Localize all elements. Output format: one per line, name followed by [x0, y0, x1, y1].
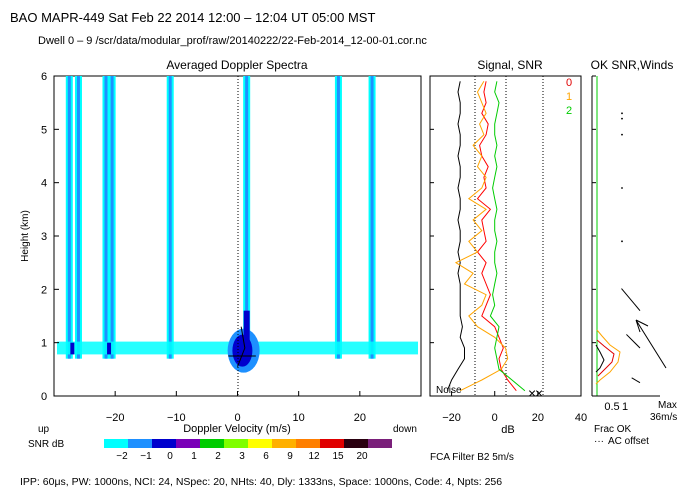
spectra-xtick: 20: [354, 412, 366, 424]
signal-series-2: [489, 81, 526, 392]
colorbar-swatch: [104, 439, 128, 448]
colorbar-swatch: [296, 439, 320, 448]
colorbar-swatch: [200, 439, 224, 448]
signal-xtick: 0: [492, 412, 498, 424]
winds-plot: [591, 75, 667, 397]
height-ylabel: Height (km): [20, 210, 31, 262]
winds-ok-series-0: [596, 339, 615, 377]
mean-velocity-trace: [228, 326, 256, 367]
spectral-band-core: [104, 76, 108, 359]
height-ytick: 0: [41, 391, 47, 403]
wind-barb: [626, 334, 641, 349]
colorbar-tick: 2: [215, 451, 221, 462]
colorbar-swatch: [176, 439, 200, 448]
max-label: Max: [658, 400, 677, 411]
band-blob: [107, 342, 112, 355]
header-dwell: Dwell 0 – 9 /scr/data/modular_prof/raw/2…: [38, 35, 427, 47]
colorbar-swatch: [152, 439, 176, 448]
colorbar-swatch: [368, 439, 392, 448]
legend-2: 2: [566, 105, 572, 117]
winds-ok-series-1: [595, 329, 621, 385]
spectral-band-core: [245, 76, 249, 359]
wind-point: [621, 240, 623, 243]
noise-label: Noise: [436, 385, 462, 396]
colorbar-swatch: [128, 439, 152, 448]
colorbar-tick: −1: [140, 451, 152, 462]
spectral-band-core: [67, 76, 71, 359]
legend-1: 1: [566, 91, 572, 103]
wind-arrow: [635, 319, 667, 369]
signal-xlabel: dB: [501, 424, 514, 436]
header-title: BAO MAPR-449 Sat Feb 22 2014 12:00 – 12:…: [10, 10, 375, 25]
wind-point: [621, 112, 623, 115]
height-ytick: 6: [41, 71, 47, 83]
spectral-band-core: [110, 76, 114, 359]
spectral-band-core: [336, 76, 340, 359]
wind-barb: [631, 377, 641, 384]
spectra-plot: [53, 75, 422, 397]
frac-ok-label: Frac OK: [594, 424, 632, 435]
winds-title: OK SNR,Winds: [591, 58, 674, 72]
colorbar-tick: 12: [308, 451, 320, 462]
winds-ok-noise: [595, 344, 605, 373]
filter-label: FCA Filter B2 5m/s: [430, 452, 514, 463]
spectra-xtick: 0: [234, 412, 240, 424]
colorbar-tick: −2: [116, 451, 128, 462]
signal-xtick: −20: [442, 412, 461, 424]
wind-point: [621, 133, 623, 136]
instrument-params: IPP: 60μs, PW: 1000ns, NCI: 24, NSpec: 2…: [20, 476, 502, 488]
spectra-xtick: −20: [106, 412, 125, 424]
height-ytick: 1: [41, 338, 47, 350]
wind-point: [621, 117, 623, 120]
xlabel-down: down: [393, 424, 417, 435]
ac-offset-dots: ···: [594, 436, 604, 447]
winds-tick-05: 0.5: [604, 401, 619, 413]
height-ytick: 2: [41, 284, 47, 296]
colorbar: −2 −1 0 1 2 3 6 9 12 15 20: [104, 439, 392, 462]
winds-tick-1: 1: [622, 401, 628, 413]
xlabel-up: up: [38, 424, 50, 435]
spectral-band-core: [76, 76, 80, 359]
colorbar-swatch: [224, 439, 248, 448]
spectra-xtick: 10: [293, 412, 305, 424]
marker-x-red: ×: [528, 385, 536, 401]
band-blob: [70, 342, 75, 355]
signal-title: Signal, SNR: [477, 58, 543, 72]
colorbar-swatch: [344, 439, 368, 448]
spectra-xlabel: Doppler Velocity (m/s): [183, 423, 291, 435]
spectra-xtick: −10: [167, 412, 186, 424]
echo-upper: [243, 310, 250, 348]
spectra-title: Averaged Doppler Spectra: [166, 58, 308, 72]
spectral-band-core: [168, 76, 172, 359]
wind-barb: [621, 288, 641, 311]
colorbar-tick: 15: [332, 451, 344, 462]
marker-x-green: ×: [535, 385, 543, 401]
height-ytick: 5: [41, 124, 47, 136]
wind-point: [621, 187, 623, 189]
colorbar-tick: 6: [263, 451, 269, 462]
colorbar-tick: 3: [239, 451, 245, 462]
colorbar-swatch: [248, 439, 272, 448]
height-ytick: 4: [41, 178, 47, 190]
colorbar-swatch: [272, 439, 296, 448]
max-value: 36m/s: [650, 412, 677, 423]
colorbar-swatch: [320, 439, 344, 448]
signal-series-0: [476, 81, 517, 392]
signal-series-noise: [446, 81, 465, 391]
colorbar-tick: 20: [356, 451, 368, 462]
ac-offset-label: AC offset: [608, 436, 649, 447]
colorbar-tick: 0: [167, 451, 173, 462]
signal-plot: × ×: [429, 75, 582, 401]
colorbar-label: SNR dB: [28, 439, 64, 450]
colorbar-tick: 9: [287, 451, 293, 462]
height-ytick: 3: [41, 231, 47, 243]
colorbar-tick: 1: [191, 451, 197, 462]
legend-0: 0: [566, 77, 572, 89]
spectral-band-core: [370, 76, 374, 359]
signal-xtick: 20: [532, 412, 544, 424]
signal-xtick: 40: [575, 412, 587, 424]
